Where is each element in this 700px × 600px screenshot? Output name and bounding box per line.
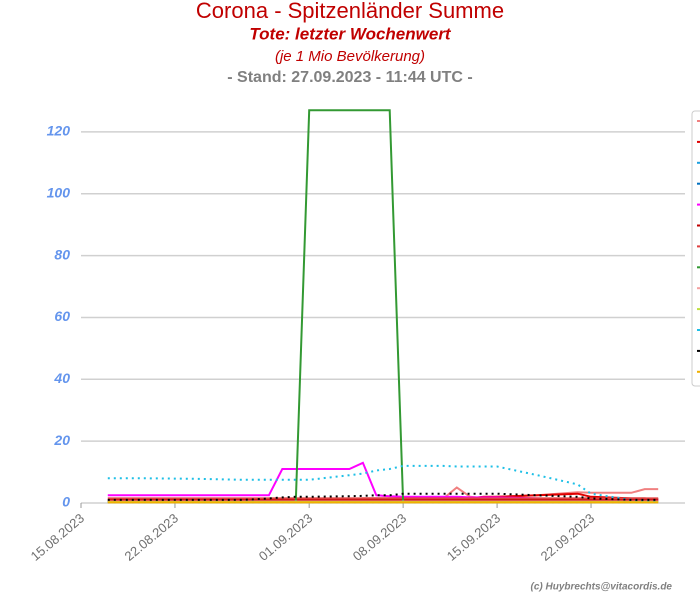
series-line xyxy=(107,464,659,503)
y-tick-label: 0 xyxy=(62,494,70,510)
y-tick-label: 40 xyxy=(53,370,70,386)
series-line xyxy=(107,492,659,501)
chart-stand: - Stand: 27.09.2023 - 11:44 UTC - xyxy=(227,69,472,86)
legend-box xyxy=(691,110,700,387)
y-tick-label: 60 xyxy=(54,308,70,324)
x-tick-label: 01.09.2023 xyxy=(256,510,315,563)
chart-note: (je 1 Mio Bevölkerung) xyxy=(275,48,425,65)
y-tick-label: 100 xyxy=(47,184,71,200)
chart-title: Corona - Spitzenländer Summe xyxy=(196,0,504,23)
series-line xyxy=(107,109,659,503)
credit: (c) Huybrechts@vitacordis.de xyxy=(531,582,673,593)
y-tick-label: 80 xyxy=(54,246,70,262)
chart-subtitle: Tote: letzter Wochenwert xyxy=(249,24,452,43)
x-tick-label: 22.08.2023 xyxy=(122,510,181,563)
y-tick-label: 120 xyxy=(47,123,71,139)
x-tick-label: 08.09.2023 xyxy=(350,510,409,563)
y-tick-label: 20 xyxy=(53,432,70,448)
x-tick-label: 15.08.2023 xyxy=(28,510,87,563)
x-tick-label: 15.09.2023 xyxy=(444,510,503,563)
x-tick-label: 22.09.2023 xyxy=(538,510,597,563)
